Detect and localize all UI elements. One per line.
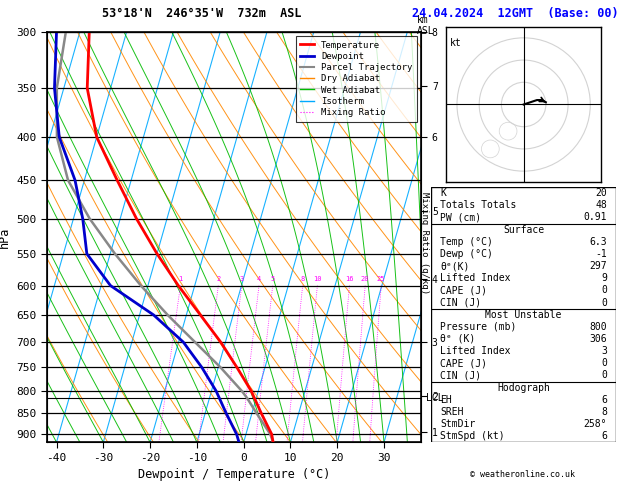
Text: 8: 8 [301,277,305,282]
Text: Lifted Index: Lifted Index [440,273,511,283]
Text: 10: 10 [313,277,321,282]
Text: 6.3: 6.3 [589,237,607,247]
Text: 20: 20 [596,188,607,198]
Text: Totals Totals: Totals Totals [440,200,516,210]
Text: -1: -1 [596,249,607,259]
Text: θᵉ(K): θᵉ(K) [440,261,469,271]
Text: 0.91: 0.91 [584,212,607,223]
Text: Mixing Ratio (g/kg): Mixing Ratio (g/kg) [420,192,429,294]
Legend: Temperature, Dewpoint, Parcel Trajectory, Dry Adiabat, Wet Adiabat, Isotherm, Mi: Temperature, Dewpoint, Parcel Trajectory… [296,36,417,122]
Text: 3: 3 [240,277,244,282]
Text: StmDir: StmDir [440,419,476,429]
Text: 306: 306 [589,334,607,344]
Text: 53°18'N  246°35'W  732m  ASL: 53°18'N 246°35'W 732m ASL [101,7,301,20]
Text: Surface: Surface [503,225,544,235]
Text: Pressure (mb): Pressure (mb) [440,322,516,332]
Text: 0: 0 [601,358,607,368]
X-axis label: Dewpoint / Temperature (°C): Dewpoint / Temperature (°C) [138,468,330,481]
Text: 5: 5 [270,277,275,282]
Text: 4: 4 [257,277,261,282]
Text: SREH: SREH [440,407,464,417]
Text: 16: 16 [345,277,353,282]
Text: 9: 9 [601,273,607,283]
Text: LCL: LCL [426,393,443,403]
Text: Lifted Index: Lifted Index [440,346,511,356]
Text: PW (cm): PW (cm) [440,212,481,223]
Text: km
ASL: km ASL [416,15,434,36]
Text: 3: 3 [601,346,607,356]
Text: 2: 2 [216,277,220,282]
Text: 24.04.2024  12GMT  (Base: 00): 24.04.2024 12GMT (Base: 00) [413,7,619,20]
Text: K: K [440,188,446,198]
Text: 25: 25 [377,277,386,282]
Text: 297: 297 [589,261,607,271]
Text: 0: 0 [601,370,607,381]
Text: EH: EH [440,395,452,405]
Text: kt: kt [450,38,462,48]
Text: Temp (°C): Temp (°C) [440,237,493,247]
Text: Hodograph: Hodograph [497,382,550,393]
Text: CIN (J): CIN (J) [440,297,481,308]
Text: 800: 800 [589,322,607,332]
Text: 6: 6 [601,431,607,441]
Text: 48: 48 [596,200,607,210]
Text: θᵉ (K): θᵉ (K) [440,334,476,344]
Text: 258°: 258° [584,419,607,429]
Text: © weatheronline.co.uk: © weatheronline.co.uk [470,469,574,479]
Text: 1: 1 [178,277,182,282]
Text: StmSpd (kt): StmSpd (kt) [440,431,504,441]
Text: Dewp (°C): Dewp (°C) [440,249,493,259]
Text: Most Unstable: Most Unstable [486,310,562,320]
Text: 20: 20 [361,277,369,282]
Text: 0: 0 [601,297,607,308]
Text: 8: 8 [601,407,607,417]
Text: 6: 6 [601,395,607,405]
Y-axis label: hPa: hPa [0,226,11,247]
Text: CAPE (J): CAPE (J) [440,358,487,368]
Text: CAPE (J): CAPE (J) [440,285,487,295]
Text: 0: 0 [601,285,607,295]
Text: CIN (J): CIN (J) [440,370,481,381]
